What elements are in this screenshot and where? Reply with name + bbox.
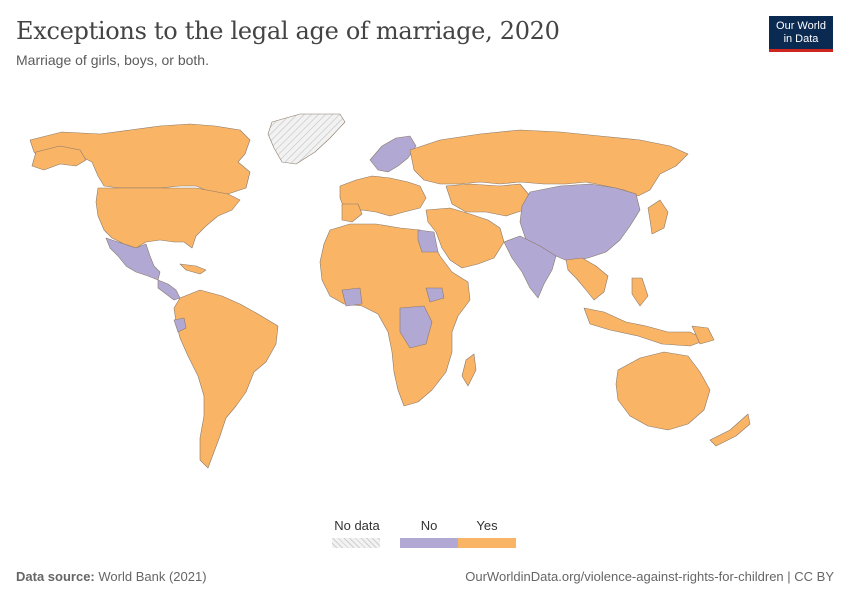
region-new-zealand[interactable] [709, 413, 751, 447]
region-japan[interactable] [647, 199, 669, 235]
region-papua[interactable] [691, 325, 715, 345]
region-se-asia[interactable] [565, 257, 609, 301]
chart-footer: Data source: World Bank (2021) OurWorldi… [16, 569, 834, 584]
region-middle-east[interactable] [425, 207, 505, 269]
chart-subtitle: Marriage of girls, boys, or both. [16, 52, 209, 68]
source-label: Data source: [16, 569, 95, 584]
region-central-america[interactable] [157, 279, 181, 301]
region-india[interactable] [503, 235, 557, 299]
region-alaska[interactable] [31, 145, 87, 171]
legend-swatch-no-data[interactable] [332, 538, 380, 548]
chart-header: Exceptions to the legal age of marriage,… [16, 14, 756, 68]
region-caribbean[interactable] [179, 263, 207, 275]
owid-logo[interactable]: Our World in Data [769, 16, 833, 52]
region-china[interactable] [519, 183, 641, 263]
legend-label-no: No [420, 518, 438, 533]
logo-line-2: in Data [783, 33, 819, 45]
region-egypt[interactable] [417, 229, 439, 253]
source-value: World Bank (2021) [98, 569, 207, 584]
world-map-svg [29, 113, 751, 469]
region-australia[interactable] [615, 351, 711, 431]
legend-label-yes: Yes [476, 518, 498, 533]
source-url-link[interactable]: OurWorldinData.org/violence-against-righ… [465, 569, 834, 584]
logo-line-1: Our World [776, 20, 826, 32]
region-west-africa-no[interactable] [341, 287, 363, 307]
region-ecuador[interactable] [173, 317, 187, 333]
region-iberia[interactable] [341, 203, 363, 223]
map-legend: No data No Yes [330, 518, 530, 558]
region-scandinavia[interactable] [369, 135, 417, 173]
region-greenland[interactable] [267, 113, 346, 165]
region-madagascar[interactable] [461, 353, 477, 387]
legend-swatch-no[interactable] [400, 538, 458, 548]
legend-swatch-yes[interactable] [458, 538, 516, 548]
region-mexico[interactable] [105, 237, 161, 281]
region-south-america[interactable] [173, 289, 279, 469]
region-central-africa-no[interactable] [399, 305, 433, 349]
region-indonesia[interactable] [583, 307, 707, 347]
region-usa[interactable] [95, 187, 241, 249]
region-philippines[interactable] [631, 277, 649, 307]
region-east-africa-no[interactable] [425, 287, 445, 303]
chart-title: Exceptions to the legal age of marriage,… [16, 17, 560, 45]
legend-label-no-data: No data [334, 518, 380, 533]
world-map [0, 100, 850, 480]
